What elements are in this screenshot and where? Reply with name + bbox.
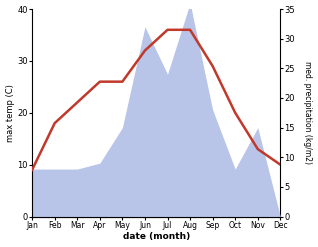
Y-axis label: med. precipitation (kg/m2): med. precipitation (kg/m2) bbox=[303, 61, 313, 164]
Y-axis label: max temp (C): max temp (C) bbox=[5, 84, 15, 142]
X-axis label: date (month): date (month) bbox=[123, 232, 190, 242]
